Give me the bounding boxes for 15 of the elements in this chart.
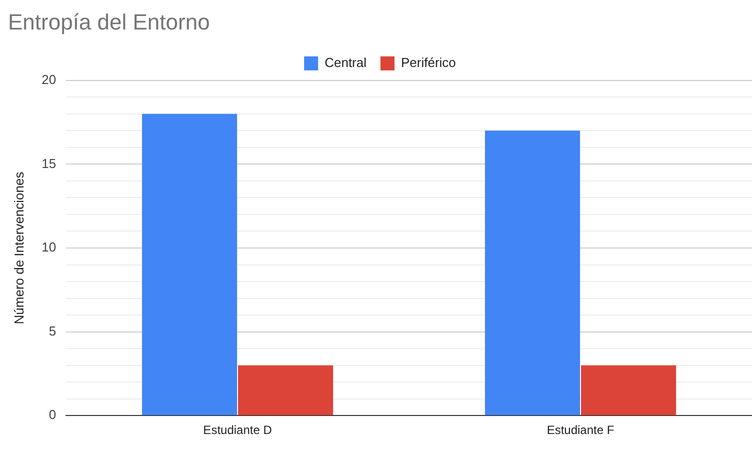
y-axis-title: Número de Intervenciones — [11, 171, 26, 324]
legend-label: Periférico — [401, 54, 456, 70]
y-tick-label: 20 — [42, 72, 56, 87]
x-tick-label: Estudiante F — [546, 423, 614, 438]
bar — [238, 365, 334, 416]
bar — [484, 130, 580, 416]
chart-title: Entropía del Entorno — [8, 9, 210, 34]
x-tick-label: Estudiante D — [203, 423, 272, 438]
bar — [142, 114, 238, 416]
y-tick-label: 15 — [42, 156, 56, 171]
y-tick-label: 5 — [48, 323, 56, 338]
bar — [580, 365, 676, 416]
legend-label: Central — [324, 54, 367, 70]
y-tick-label: 10 — [42, 240, 56, 255]
y-tick-label: 0 — [48, 407, 56, 422]
